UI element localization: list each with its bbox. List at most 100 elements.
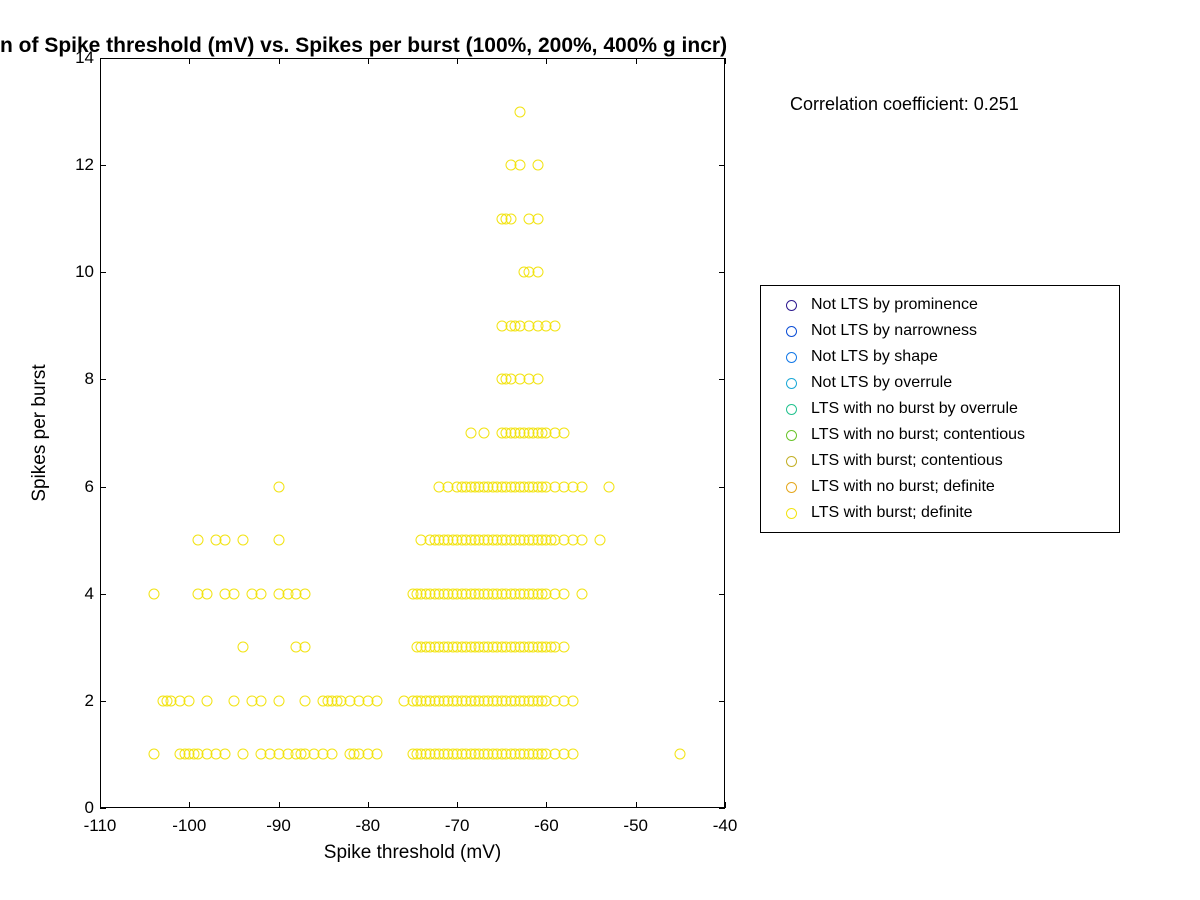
x-tick-label: -70 bbox=[445, 816, 470, 836]
data-point bbox=[327, 749, 338, 760]
legend-swatch bbox=[771, 300, 811, 311]
legend-label: LTS with no burst by overrule bbox=[811, 400, 1018, 418]
y-tick bbox=[719, 701, 725, 702]
legend-swatch bbox=[771, 404, 811, 415]
x-tick bbox=[457, 802, 458, 808]
y-tick bbox=[719, 272, 725, 273]
data-point bbox=[237, 642, 248, 653]
data-point bbox=[577, 588, 588, 599]
data-point bbox=[228, 588, 239, 599]
y-tick bbox=[100, 379, 106, 380]
data-point bbox=[595, 535, 606, 546]
data-point bbox=[577, 535, 588, 546]
data-point bbox=[202, 695, 213, 706]
data-point bbox=[237, 535, 248, 546]
data-point bbox=[675, 749, 686, 760]
y-tick bbox=[100, 487, 106, 488]
y-tick bbox=[100, 58, 106, 59]
legend-label: Not LTS by shape bbox=[811, 348, 938, 366]
x-tick bbox=[636, 58, 637, 64]
legend-label: Not LTS by prominence bbox=[811, 296, 978, 314]
data-point bbox=[514, 160, 525, 171]
data-point bbox=[532, 213, 543, 224]
x-tick-label: -40 bbox=[713, 816, 738, 836]
data-point bbox=[465, 428, 476, 439]
legend-swatch bbox=[771, 456, 811, 467]
x-tick bbox=[368, 58, 369, 64]
data-point bbox=[148, 588, 159, 599]
x-tick bbox=[457, 58, 458, 64]
x-tick bbox=[725, 58, 726, 64]
x-tick bbox=[725, 802, 726, 808]
y-tick-label: 8 bbox=[70, 369, 94, 389]
data-point bbox=[300, 642, 311, 653]
data-point bbox=[532, 374, 543, 385]
data-point bbox=[193, 535, 204, 546]
y-tick bbox=[719, 808, 725, 809]
y-tick bbox=[719, 165, 725, 166]
y-tick-label: 0 bbox=[70, 798, 94, 818]
legend-label: LTS with burst; contentious bbox=[811, 452, 1003, 470]
data-point bbox=[568, 749, 579, 760]
data-point bbox=[220, 749, 231, 760]
y-tick-label: 10 bbox=[70, 262, 94, 282]
data-point bbox=[603, 481, 614, 492]
legend-item: LTS with no burst; definite bbox=[771, 474, 1109, 500]
data-point bbox=[568, 695, 579, 706]
x-tick bbox=[279, 802, 280, 808]
data-point bbox=[255, 588, 266, 599]
legend-swatch bbox=[771, 508, 811, 519]
y-tick-label: 4 bbox=[70, 584, 94, 604]
x-axis-label: Spike threshold (mV) bbox=[324, 842, 501, 864]
x-tick-label: -80 bbox=[356, 816, 381, 836]
legend-item: LTS with no burst; contentious bbox=[771, 422, 1109, 448]
x-tick bbox=[636, 802, 637, 808]
legend-label: LTS with no burst; definite bbox=[811, 478, 995, 496]
x-tick bbox=[546, 58, 547, 64]
data-point bbox=[505, 213, 516, 224]
legend-item: LTS with no burst by overrule bbox=[771, 396, 1109, 422]
data-point bbox=[559, 428, 570, 439]
legend-item: Not LTS by shape bbox=[771, 344, 1109, 370]
data-point bbox=[478, 428, 489, 439]
legend-item: Not LTS by overrule bbox=[771, 370, 1109, 396]
y-tick bbox=[100, 808, 106, 809]
y-tick bbox=[100, 594, 106, 595]
x-tick-label: -50 bbox=[623, 816, 648, 836]
data-point bbox=[237, 749, 248, 760]
legend-label: Not LTS by narrowness bbox=[811, 322, 977, 340]
data-point bbox=[514, 106, 525, 117]
y-tick-label: 12 bbox=[70, 155, 94, 175]
y-tick-label: 14 bbox=[70, 48, 94, 68]
x-tick-label: -60 bbox=[534, 816, 559, 836]
legend-item: LTS with burst; contentious bbox=[771, 448, 1109, 474]
data-point bbox=[550, 320, 561, 331]
data-point bbox=[371, 695, 382, 706]
x-tick bbox=[189, 58, 190, 64]
legend: Not LTS by prominence Not LTS by narrowne… bbox=[760, 285, 1120, 533]
legend-swatch bbox=[771, 430, 811, 441]
data-point bbox=[184, 695, 195, 706]
y-tick-label: 2 bbox=[70, 691, 94, 711]
legend-swatch bbox=[771, 326, 811, 337]
data-point bbox=[300, 588, 311, 599]
legend-label: Not LTS by overrule bbox=[811, 374, 952, 392]
data-point bbox=[220, 535, 231, 546]
legend-label: LTS with no burst; contentious bbox=[811, 426, 1025, 444]
legend-item: Not LTS by prominence bbox=[771, 292, 1109, 318]
y-tick bbox=[719, 379, 725, 380]
data-point bbox=[559, 642, 570, 653]
y-tick-label: 6 bbox=[70, 477, 94, 497]
correlation-text: Correlation coefficient: 0.251 bbox=[790, 94, 1019, 115]
data-point bbox=[148, 749, 159, 760]
data-point bbox=[300, 695, 311, 706]
x-tick bbox=[368, 802, 369, 808]
y-tick bbox=[100, 272, 106, 273]
x-tick-label: -100 bbox=[172, 816, 206, 836]
data-point bbox=[371, 749, 382, 760]
data-point bbox=[532, 267, 543, 278]
y-tick bbox=[719, 58, 725, 59]
legend-swatch bbox=[771, 482, 811, 493]
y-tick bbox=[719, 487, 725, 488]
chart-title: n of Spike threshold (mV) vs. Spikes per… bbox=[0, 34, 727, 58]
